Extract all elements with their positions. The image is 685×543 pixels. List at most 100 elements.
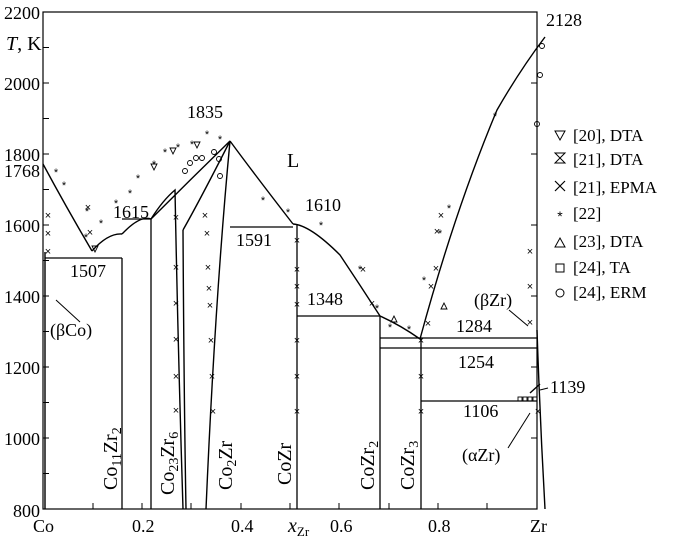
- svg-text:×: ×: [369, 298, 375, 310]
- y-tick-label: 1000: [4, 429, 40, 449]
- liquidus-cozr2: [379, 315, 421, 340]
- svg-text:×: ×: [428, 281, 434, 293]
- phase-alpha-zr-label: (αZr): [462, 445, 500, 466]
- x-tick-label: 0.4: [231, 516, 254, 536]
- svg-text:×: ×: [418, 406, 424, 418]
- experimental-points: *** *** *** * * * * ** *** ** * *** * ××× ××…: [45, 111, 541, 418]
- co2zr-right-boundary: [205, 140, 231, 510]
- y-tick-label: 1200: [4, 358, 40, 378]
- x-tick-label: 0.8: [428, 516, 451, 536]
- label-1507: 1507: [70, 261, 106, 281]
- svg-text:×: ×: [294, 335, 300, 347]
- y-tick-label: 1400: [4, 287, 40, 307]
- liquidus-zr-side: [419, 36, 546, 340]
- label-1591: 1591: [236, 230, 272, 250]
- co2zr-left-boundary: [182, 229, 187, 510]
- svg-text:*: *: [114, 198, 119, 210]
- svg-text:×: ×: [360, 264, 366, 276]
- y-tick-label: 1600: [4, 216, 40, 236]
- compound-label-cozr: CoZr: [274, 442, 296, 485]
- svg-text:*: *: [493, 111, 498, 123]
- co2zr-inner-boundary: [182, 140, 231, 231]
- beta-co-leader: [55, 299, 81, 323]
- y-extra-left-label: 1768: [4, 161, 40, 181]
- square-icon: [555, 263, 565, 273]
- svg-text:×: ×: [294, 406, 300, 418]
- legend-label: [21], DTA: [573, 150, 644, 169]
- label-1615: 1615: [113, 202, 149, 222]
- svg-text:×: ×: [433, 263, 439, 275]
- beta-zr-leader: [508, 309, 529, 327]
- svg-text:*: *: [136, 173, 141, 185]
- svg-text:×: ×: [527, 317, 533, 329]
- svg-text:×: ×: [418, 371, 424, 383]
- svg-text:*: *: [375, 303, 380, 315]
- x-axis-label: xZr: [287, 515, 310, 539]
- label-1348: 1348: [307, 289, 343, 309]
- svg-text:×: ×: [527, 281, 533, 293]
- liquidus-cozr: [292, 223, 381, 317]
- svg-text:*: *: [447, 203, 452, 215]
- svg-text:*: *: [205, 129, 210, 141]
- svg-text:*: *: [261, 195, 266, 207]
- legend-label: [20], DTA: [573, 126, 644, 145]
- compound-label-cozr3: CoZr3: [397, 441, 422, 490]
- label-1284: 1284: [456, 316, 492, 336]
- temperature-labels: 1835 1610 1615 1591 1507 1348 1284 1254 …: [70, 102, 585, 421]
- experimental-triangles: [91, 141, 448, 323]
- axis-ticks: [43, 47, 537, 509]
- phase-boundaries: [42, 36, 546, 510]
- liquidus-co-side: [42, 163, 93, 252]
- svg-text:×: ×: [209, 371, 215, 383]
- label-1139: 1139: [550, 377, 585, 397]
- label-1106: 1106: [463, 401, 498, 421]
- liquidus-co2zr-left: [150, 140, 231, 220]
- compound-labels: Co11Zr2 Co23Zr6 Co2Zr CoZr CoZr2 CoZr3: [100, 427, 422, 495]
- asterisk-icon: *: [557, 208, 563, 224]
- svg-text:*: *: [99, 218, 104, 230]
- svg-text:×: ×: [425, 318, 431, 330]
- svg-text:×: ×: [173, 371, 179, 383]
- svg-text:*: *: [407, 324, 412, 336]
- svg-text:×: ×: [207, 300, 213, 312]
- t1139-leader: [539, 387, 549, 391]
- invariant-lines: [45, 218, 537, 509]
- triangle-up-icon: [554, 236, 566, 248]
- svg-text:*: *: [128, 188, 133, 200]
- svg-text:*: *: [84, 232, 89, 244]
- svg-text:×: ×: [294, 264, 300, 276]
- experimental-squares: [517, 396, 538, 402]
- svg-text:×: ×: [294, 281, 300, 293]
- legend-label: [23], DTA: [573, 232, 644, 251]
- label-1610: 1610: [305, 195, 341, 215]
- svg-text:*: *: [422, 275, 427, 287]
- liquidus-co2zr-right: [229, 140, 294, 225]
- y-axis-label: T, K: [6, 33, 42, 55]
- legend-label: [21], EPMA: [573, 178, 658, 197]
- svg-text:*: *: [62, 180, 67, 192]
- svg-text:×: ×: [204, 228, 210, 240]
- legend-item-24-erm: [24], ERM: [555, 283, 647, 302]
- svg-text:×: ×: [294, 371, 300, 383]
- liquidus-co11zr2: [91, 233, 123, 252]
- triangle-down-icon: [554, 130, 566, 142]
- svg-text:×: ×: [45, 228, 51, 240]
- phase-labels: L (βCo) (βZr) (αZr): [50, 150, 512, 466]
- phase-beta-co-label: (βCo): [50, 320, 92, 341]
- legend-label: [24], ERM: [573, 283, 647, 302]
- alpha-zr-leader: [507, 412, 531, 449]
- legend-item-23-dta: [23], DTA: [554, 232, 644, 251]
- svg-text:×: ×: [527, 246, 533, 258]
- label-1835: 1835: [187, 102, 223, 122]
- hourglass-icon: [553, 152, 567, 164]
- y-tick-label: 2200: [4, 3, 40, 23]
- legend-item-22: * [22]: [557, 204, 601, 224]
- compound-label-co2zr: Co2Zr: [215, 440, 240, 490]
- svg-text:×: ×: [173, 212, 179, 224]
- svg-text:×: ×: [205, 262, 211, 274]
- svg-text:*: *: [388, 322, 393, 334]
- svg-text:×: ×: [210, 406, 216, 418]
- leader-lines: [55, 299, 549, 449]
- legend-label: [22]: [573, 204, 601, 223]
